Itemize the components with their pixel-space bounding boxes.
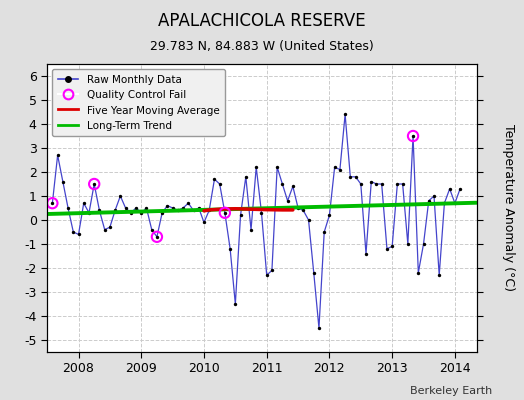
Point	[283, 198, 292, 204]
Point	[440, 200, 449, 206]
Point	[247, 226, 255, 233]
Point	[215, 181, 224, 187]
Point	[85, 210, 93, 216]
Point	[325, 212, 334, 218]
Point	[445, 186, 454, 192]
Point	[90, 181, 99, 187]
Point	[331, 164, 339, 170]
Point	[80, 200, 88, 206]
Point	[268, 267, 276, 274]
Point	[74, 231, 83, 238]
Point	[310, 270, 318, 276]
Point	[304, 217, 313, 223]
Point	[424, 198, 433, 204]
Point	[116, 193, 125, 199]
Point	[273, 164, 281, 170]
Point	[341, 111, 350, 118]
Point	[294, 205, 302, 211]
Point	[221, 210, 229, 216]
Point	[451, 200, 459, 206]
Point	[221, 210, 229, 216]
Point	[59, 178, 67, 185]
Point	[69, 229, 78, 235]
Point	[357, 181, 365, 187]
Point	[398, 181, 407, 187]
Point	[132, 205, 140, 211]
Point	[362, 250, 370, 257]
Point	[184, 200, 192, 206]
Point	[419, 241, 428, 247]
Point	[179, 205, 187, 211]
Point	[242, 174, 250, 180]
Point	[101, 226, 109, 233]
Point	[289, 183, 297, 190]
Point	[48, 200, 57, 206]
Point	[257, 210, 266, 216]
Point	[168, 205, 177, 211]
Point	[111, 207, 119, 214]
Point	[231, 301, 239, 307]
Point	[122, 205, 130, 211]
Point	[152, 234, 161, 240]
Point	[352, 174, 360, 180]
Legend: Raw Monthly Data, Quality Control Fail, Five Year Moving Average, Long-Term Tren: Raw Monthly Data, Quality Control Fail, …	[52, 69, 225, 136]
Point	[205, 207, 213, 214]
Point	[372, 181, 380, 187]
Point	[95, 207, 104, 214]
Point	[430, 193, 438, 199]
Point	[158, 210, 166, 216]
Point	[388, 243, 396, 250]
Point	[163, 202, 171, 209]
Point	[377, 181, 386, 187]
Point	[315, 325, 323, 331]
Point	[336, 166, 344, 173]
Point	[456, 186, 464, 192]
Point	[383, 246, 391, 252]
Point	[263, 272, 271, 278]
Point	[53, 152, 62, 158]
Point	[346, 174, 355, 180]
Y-axis label: Temperature Anomaly (°C): Temperature Anomaly (°C)	[502, 124, 515, 292]
Text: APALACHICOLA RESERVE: APALACHICOLA RESERVE	[158, 12, 366, 30]
Point	[194, 205, 203, 211]
Point	[403, 241, 412, 247]
Point	[173, 207, 182, 214]
Point	[200, 219, 208, 226]
Point	[299, 207, 308, 214]
Point	[367, 178, 376, 185]
Text: Berkeley Earth: Berkeley Earth	[410, 386, 493, 396]
Point	[252, 164, 260, 170]
Point	[189, 207, 198, 214]
Point	[106, 224, 114, 230]
Point	[152, 234, 161, 240]
Point	[64, 205, 72, 211]
Point	[90, 181, 99, 187]
Point	[278, 181, 287, 187]
Point	[236, 212, 245, 218]
Point	[409, 133, 417, 139]
Point	[48, 200, 57, 206]
Point	[320, 229, 329, 235]
Point	[435, 272, 443, 278]
Point	[127, 210, 135, 216]
Point	[137, 210, 146, 216]
Point	[393, 181, 401, 187]
Point	[148, 226, 156, 233]
Point	[210, 176, 219, 182]
Point	[142, 205, 150, 211]
Text: 29.783 N, 84.883 W (United States): 29.783 N, 84.883 W (United States)	[150, 40, 374, 53]
Point	[226, 246, 234, 252]
Point	[409, 133, 417, 139]
Point	[414, 270, 422, 276]
